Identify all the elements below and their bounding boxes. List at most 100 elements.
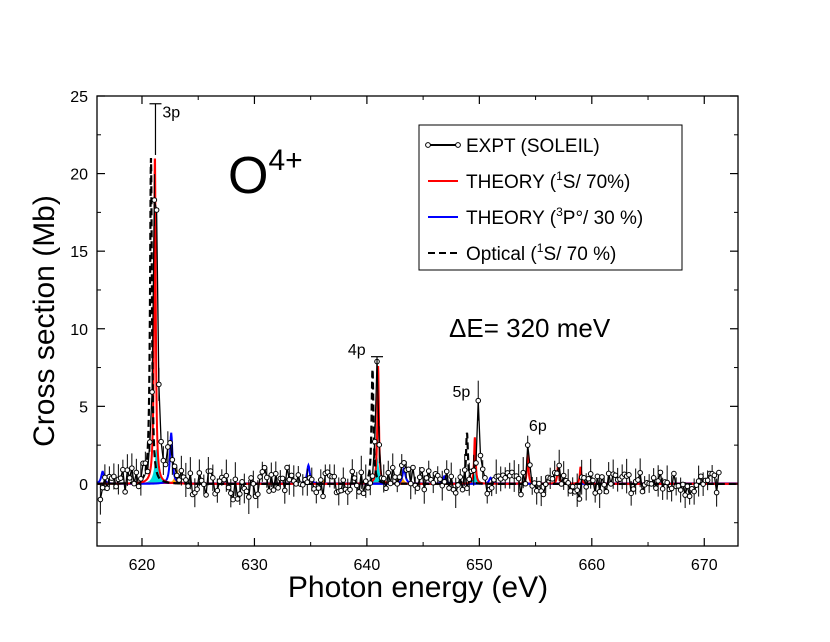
expt-point [165, 444, 171, 450]
expt-point [664, 479, 670, 486]
expt-point [131, 480, 137, 487]
expt-point [421, 486, 428, 493]
expt-point [540, 491, 547, 498]
legend-label: Optical (1S/ 70 %) [466, 241, 616, 265]
expt-point [149, 389, 155, 395]
x-axis-label: Photon energy (eV) [288, 571, 548, 604]
expt-point [522, 480, 529, 487]
expt-point [601, 481, 607, 488]
expt-point [482, 475, 488, 481]
expt-point [358, 469, 365, 476]
expt-point [396, 474, 403, 480]
expt-point [102, 474, 108, 481]
expt-point [207, 468, 214, 474]
x-tick-label: 640 [354, 557, 381, 574]
expt-point [520, 469, 527, 476]
expt-point [549, 476, 556, 482]
expt-point [556, 462, 562, 469]
x-tick-label: 650 [466, 557, 493, 574]
expt-point [603, 488, 610, 495]
expt-point [592, 490, 598, 496]
expt-point [423, 475, 430, 481]
expt-point [410, 464, 416, 471]
expt-point [158, 438, 164, 445]
expt-point [628, 490, 634, 497]
ion-label: O4+ [228, 144, 303, 205]
expt-point [655, 478, 661, 484]
expt-point [452, 490, 459, 496]
expt-point [234, 496, 241, 502]
ion-charge: 4+ [268, 144, 302, 177]
expt-point [659, 486, 666, 492]
expt-point [369, 473, 376, 479]
expt-point [288, 472, 295, 479]
plot-frame [96, 95, 739, 547]
expt-point [317, 477, 324, 483]
expt-point [585, 475, 592, 482]
legend-label: THEORY (1S/ 70%) [466, 169, 630, 193]
expt-point [299, 482, 306, 488]
y-tick-label: 10 [70, 322, 88, 339]
expt-point [120, 466, 126, 473]
expt-point [668, 485, 675, 492]
expt-point [273, 470, 279, 477]
expt-point [171, 463, 178, 470]
expt-point [315, 485, 322, 491]
legend-label: THEORY (3P°/ 30 %) [466, 205, 643, 229]
expt-point [376, 442, 383, 448]
expt-point [111, 473, 117, 480]
expt-point [185, 483, 191, 489]
expt-point [457, 474, 464, 480]
expt-point [156, 381, 162, 388]
expt-point [677, 487, 684, 493]
expt-point [187, 470, 194, 476]
expt-point [650, 475, 657, 481]
y-tick-label: 5 [79, 399, 88, 416]
legend-label: EXPT (SOLEIL) [466, 136, 600, 157]
ion-base: O [228, 147, 268, 205]
expt-point [518, 491, 524, 498]
expt-point [295, 472, 302, 478]
expt-point [232, 476, 239, 483]
expt-point [599, 474, 605, 480]
x-axis-ticks: 620 630 640 650 660 670 [129, 96, 718, 574]
expt-point [587, 471, 594, 477]
expt-point [162, 461, 169, 468]
y-tick-label: 0 [79, 477, 88, 494]
expt-point [174, 472, 180, 479]
expt-point [437, 476, 443, 482]
plot-content [97, 103, 738, 515]
x-tick-label: 620 [129, 557, 156, 574]
legend-marker [425, 142, 431, 148]
expt-point [210, 475, 216, 481]
expt-point [237, 491, 243, 497]
expt-point [351, 475, 358, 481]
expt-point [266, 488, 272, 494]
expt-point [716, 469, 722, 476]
expt-point [637, 469, 643, 476]
expt-point [113, 483, 119, 490]
peak-label-3p: 3p [162, 105, 180, 122]
expt-point [284, 464, 290, 471]
legend-entry-th3p: THEORY (3P°/ 30 %) [428, 205, 643, 229]
y-tick-label: 20 [70, 167, 88, 184]
x-tick-label: 630 [241, 557, 268, 574]
expt-point [581, 475, 587, 481]
expt-point [693, 482, 700, 488]
expt-point [459, 486, 466, 493]
peak-label-5p: 5p [452, 384, 470, 401]
expt-point [243, 488, 250, 495]
expt-point [711, 472, 718, 479]
expt-point [479, 466, 486, 472]
expt-point [608, 481, 614, 487]
expt-point [268, 472, 275, 478]
expt-point [255, 491, 261, 497]
series-fill-convolved [97, 448, 738, 484]
expt-point [475, 397, 482, 404]
expt-point [365, 484, 371, 491]
expt-point [117, 475, 124, 481]
expt-point [560, 472, 567, 479]
expt-point [129, 465, 135, 471]
expt-point [389, 464, 396, 471]
expt-point [201, 481, 207, 488]
